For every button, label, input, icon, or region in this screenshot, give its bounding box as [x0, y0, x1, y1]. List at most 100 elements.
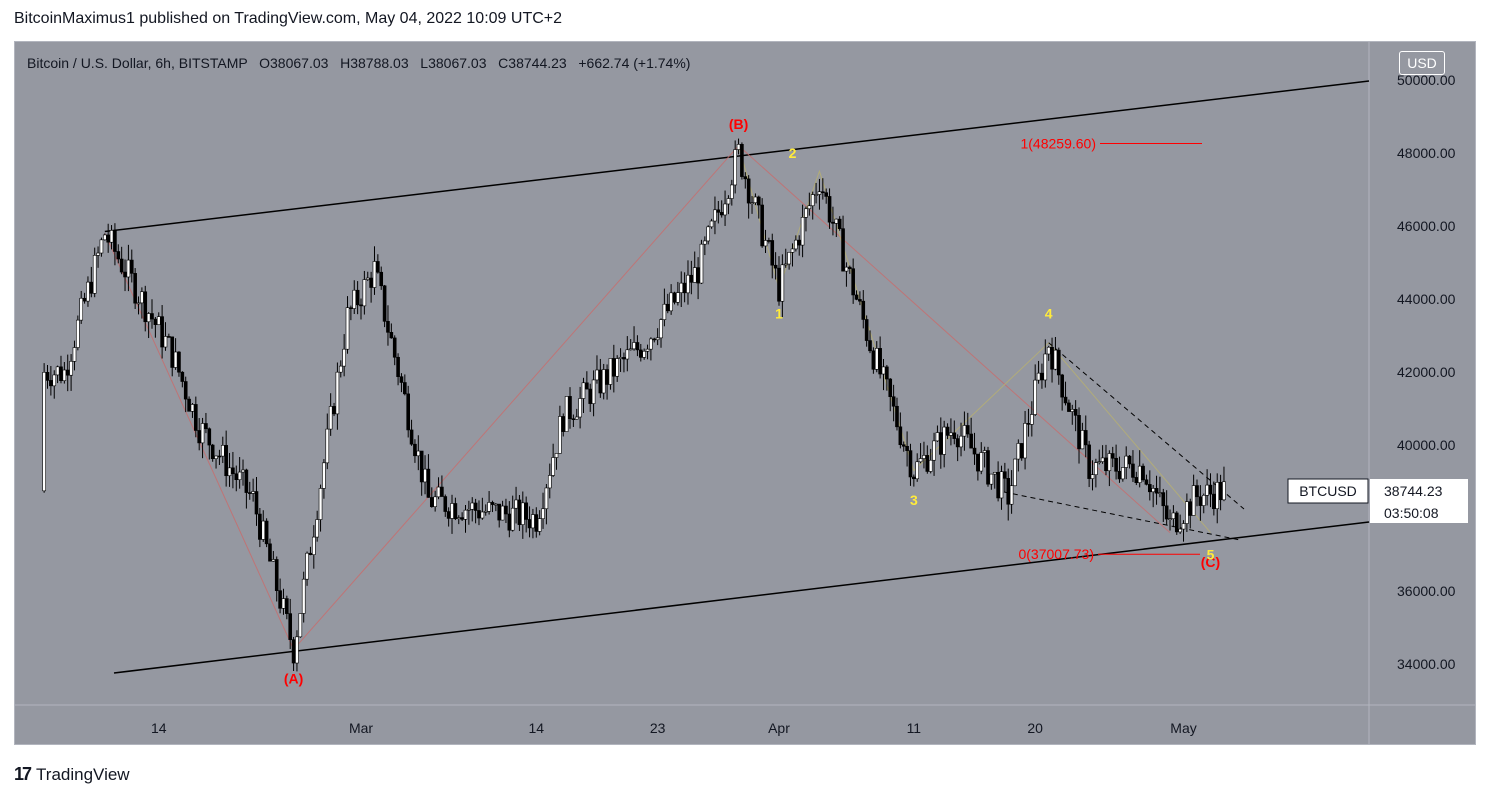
candle-body [49, 380, 53, 387]
candle-body [494, 503, 498, 506]
candle-body [69, 361, 73, 376]
candle-body [1201, 494, 1206, 506]
candle-body [992, 472, 997, 475]
candle-body [224, 445, 228, 477]
candle-body [1158, 492, 1162, 494]
candle-body [965, 425, 970, 435]
candle-body [547, 475, 552, 489]
candle-body [264, 520, 269, 545]
candle-body [878, 348, 882, 375]
candle-body [719, 212, 724, 216]
candle-body [1174, 512, 1179, 533]
candle-body [106, 234, 110, 243]
candle-body [365, 277, 370, 280]
candle-body [1215, 482, 1220, 510]
x-tick-label: 23 [650, 720, 666, 736]
candle-body [986, 450, 990, 485]
candle-body [942, 426, 946, 455]
candle-body [952, 432, 957, 439]
x-tick-label: 14 [151, 720, 167, 736]
candle-body [261, 520, 266, 540]
candle-body [662, 303, 667, 320]
candle-body [113, 230, 117, 252]
candle-body [450, 503, 454, 519]
change-value: +662.74 (+1.74%) [578, 55, 691, 71]
candle-body [746, 178, 751, 204]
candle-body [1195, 485, 1199, 498]
candle-body [686, 274, 690, 294]
candle-body [322, 462, 326, 489]
candle-body [800, 217, 805, 246]
x-tick-label: Mar [349, 720, 373, 736]
candle-body [672, 292, 677, 303]
candle-body [554, 453, 559, 458]
candle-body [773, 264, 778, 269]
candle-body [1036, 372, 1041, 381]
chart-area[interactable] [14, 41, 1476, 745]
x-tick-label: 20 [1027, 720, 1043, 736]
candle-body [79, 297, 84, 321]
high-label: H [340, 55, 351, 71]
currency-button[interactable]: USD [1399, 51, 1445, 75]
candle-body [483, 510, 488, 513]
candle-body [999, 471, 1004, 499]
candle-body [1104, 457, 1108, 472]
candle-body [665, 303, 670, 312]
candle-body [1003, 471, 1007, 479]
candle-body [767, 240, 771, 242]
candle-body [237, 471, 242, 481]
candle-body [160, 316, 164, 348]
y-tick-label: 36000.00 [1397, 583, 1456, 599]
candle-body [271, 559, 276, 562]
candle-body [153, 318, 158, 325]
candle-body [730, 184, 734, 199]
candle-body [140, 291, 144, 304]
candle-body [352, 289, 357, 309]
brand-name: TradingView [36, 764, 130, 784]
wave-label-C: (C) [1201, 554, 1220, 570]
candle-body [318, 488, 323, 520]
candle-body [962, 425, 967, 437]
candle-body [807, 205, 812, 210]
candle-body [254, 491, 259, 515]
candle-body [1067, 402, 1071, 412]
wave-label-2: 2 [789, 145, 797, 161]
candle-body [92, 255, 97, 294]
candle-body [72, 347, 77, 362]
candle-body [342, 348, 346, 367]
candle-body [699, 243, 704, 284]
candle-body [1026, 423, 1031, 425]
candle-body [821, 191, 825, 194]
candle-body [1171, 512, 1176, 519]
candle-body [258, 513, 262, 540]
wave-label-1: 1 [775, 306, 783, 322]
candle-body [1016, 443, 1021, 460]
candle-body [446, 511, 451, 519]
candle-body [1009, 485, 1014, 505]
candle-body [1019, 443, 1024, 459]
candle-body [561, 416, 566, 432]
price-tag-box [1370, 479, 1468, 523]
candle-body [817, 191, 822, 195]
candle-body [210, 444, 215, 460]
x-tick-label: 11 [907, 720, 922, 736]
candle-body [52, 374, 57, 387]
candle-body [473, 502, 478, 511]
candle-body [470, 502, 475, 510]
candle-body [1070, 409, 1075, 412]
candle-body [1208, 484, 1213, 495]
candle-body [736, 144, 741, 150]
fib-level-label: 1(48259.60) [1020, 136, 1096, 152]
candle-body [312, 536, 316, 555]
candle-body [399, 376, 404, 383]
candle-body [915, 461, 920, 480]
candle-body [1181, 523, 1186, 530]
x-tick-label: 14 [529, 720, 545, 736]
candle-body [109, 230, 114, 243]
candle-body [1087, 444, 1091, 479]
footer-brand[interactable]: 17 TradingView [14, 764, 130, 785]
candle-body [709, 220, 714, 228]
candle-body [1110, 453, 1115, 459]
candle-body [96, 252, 100, 256]
